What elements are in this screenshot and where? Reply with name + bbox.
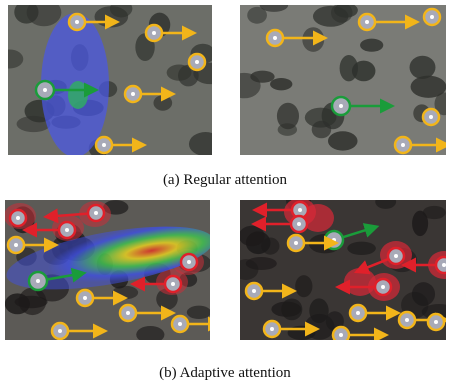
crowd-shadow	[295, 275, 312, 297]
pedestrian-center	[171, 282, 175, 286]
pedestrian-center	[434, 320, 438, 324]
pedestrian-center	[401, 143, 405, 147]
pedestrian-center	[14, 243, 18, 247]
pedestrian-center	[94, 211, 98, 215]
pedestrian-center	[429, 115, 433, 119]
caption: (b) Adaptive attention	[159, 365, 291, 381]
crowd-shadow	[271, 302, 301, 317]
pedestrian-center	[297, 222, 301, 226]
crowd-shadow	[410, 56, 436, 79]
crowd-shadow	[187, 306, 211, 319]
pedestrian-center	[273, 36, 277, 40]
pedestrian-center	[75, 20, 79, 24]
caption: (a) Regular attention	[163, 172, 288, 188]
crowd-shadow	[270, 78, 292, 90]
crowd-shadow	[239, 226, 265, 247]
crowd-shadow	[360, 39, 383, 52]
crowd-shadow	[167, 64, 192, 80]
photo-panel	[2, 200, 218, 343]
pedestrian-center	[187, 260, 191, 264]
pedestrian-center	[102, 143, 106, 147]
attention-map	[68, 81, 88, 109]
crowd-shadow	[247, 7, 267, 24]
crowd-shadow	[309, 298, 328, 323]
pedestrian-center	[43, 88, 47, 92]
crowd-shadow	[375, 195, 396, 209]
photo-panel	[234, 188, 451, 343]
pedestrian-center	[430, 15, 434, 19]
pedestrian-center	[65, 228, 69, 232]
crowd-shadow	[340, 55, 358, 81]
crowd-shadow	[14, 1, 38, 24]
figure: (a) Regular attention (b) Adaptive atten…	[0, 0, 451, 387]
pedestrian-center	[298, 208, 302, 212]
crowd-shadow	[19, 288, 47, 315]
crowd-shadow	[412, 282, 435, 306]
crowd-shadow	[302, 27, 324, 52]
pedestrian-center	[394, 254, 398, 258]
photo-panel	[228, 0, 451, 155]
pedestrian-center	[195, 60, 199, 64]
crowd-shadow	[153, 95, 172, 111]
pedestrian-center	[252, 289, 256, 293]
crowd-shadow	[328, 131, 358, 150]
crowd-shadow	[334, 3, 358, 18]
pedestrian-center	[405, 318, 409, 322]
pedestrian-center	[339, 104, 343, 108]
pedestrian-center	[270, 327, 274, 331]
crowd-shadow	[189, 132, 222, 156]
crowd-shadow	[136, 326, 164, 343]
pedestrian-center	[356, 311, 360, 315]
attention-region	[344, 268, 376, 296]
pedestrian-center	[339, 333, 343, 337]
crowd-shadow	[250, 71, 274, 83]
crowd-shadow	[347, 242, 376, 255]
pedestrian-center	[126, 311, 130, 315]
crowd-shadow	[234, 259, 259, 280]
photo-panel	[0, 0, 227, 158]
crowd-shadow	[277, 103, 299, 130]
crowd-shadow	[261, 237, 279, 254]
pedestrian-center	[83, 296, 87, 300]
pedestrian-center	[294, 241, 298, 245]
pedestrian-center	[381, 285, 385, 289]
pedestrian-center	[442, 263, 446, 267]
pedestrian-center	[178, 322, 182, 326]
pedestrian-center	[332, 238, 336, 242]
pedestrian-center	[131, 92, 135, 96]
crowd-shadow	[423, 206, 446, 219]
crowd-shadow	[110, 0, 132, 17]
pedestrian-center	[58, 329, 62, 333]
pedestrian-center	[16, 216, 20, 220]
pedestrian-center	[365, 20, 369, 24]
crowd-shadow	[312, 121, 332, 139]
pedestrian-center	[36, 279, 40, 283]
pedestrian-center	[152, 31, 156, 35]
